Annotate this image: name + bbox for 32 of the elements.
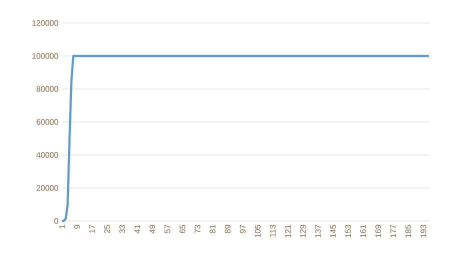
x-tick-label: 193 <box>420 224 426 238</box>
x-tick-label: 73 <box>194 224 200 234</box>
x-tick-label: 169 <box>375 224 382 238</box>
x-tick-label: 1 <box>59 224 65 228</box>
x-tick-label: 65 <box>180 224 186 234</box>
x-tick-label: 137 <box>315 224 321 238</box>
y-tick-label: 0 <box>54 218 58 224</box>
x-tick-label: 33 <box>119 224 126 234</box>
x-tick-label: 121 <box>285 224 291 238</box>
x-tick-label: 145 <box>330 224 336 238</box>
y-tick-label: 20000 <box>36 185 58 191</box>
y-tick-label: 40000 <box>36 152 58 158</box>
x-tick-label: 97 <box>240 224 246 234</box>
y-tick-label: 80000 <box>36 86 58 92</box>
x-tick-label: 113 <box>270 224 276 237</box>
x-tick-label: 81 <box>210 224 216 234</box>
x-tick-label: 49 <box>150 224 156 234</box>
x-tick-label: 89 <box>224 224 230 234</box>
x-tick-label: 105 <box>254 224 261 238</box>
x-tick-label: 9 <box>74 224 80 229</box>
y-tick-label: 60000 <box>36 119 58 125</box>
x-tick-label: 177 <box>390 224 396 238</box>
x-tick-label: 129 <box>300 224 306 238</box>
x-tick-label: 25 <box>104 224 110 234</box>
x-tick-label: 17 <box>89 224 95 233</box>
x-tick-label: 153 <box>345 224 351 238</box>
x-tick-label: 57 <box>164 224 170 234</box>
y-tick-label: 120000 <box>32 20 58 26</box>
x-tick-label: 185 <box>405 224 412 238</box>
y-tick-label: 100000 <box>32 53 58 59</box>
x-tick-label: 161 <box>360 224 366 238</box>
x-tick-label: 41 <box>134 224 140 234</box>
